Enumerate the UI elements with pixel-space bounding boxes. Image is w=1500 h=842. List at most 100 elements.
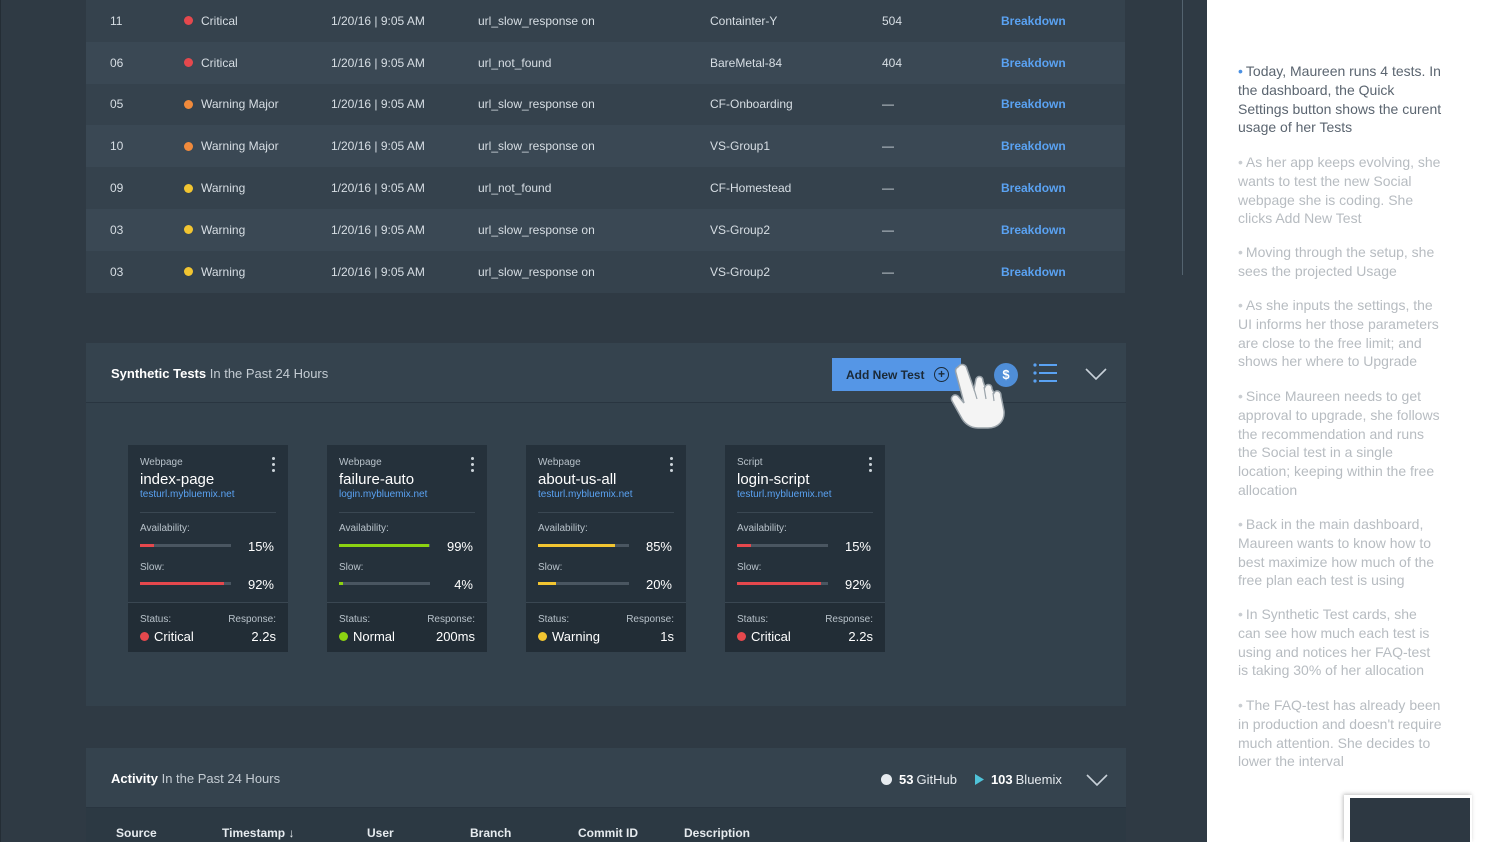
add-new-test-button[interactable]: Add New Test + [832, 358, 961, 391]
test-name: about-us-all [538, 471, 617, 488]
alert-id: 03 [110, 222, 124, 237]
table-row[interactable]: 10 Warning Major 1/20/16 | 9:05 AM url_slow… [86, 125, 1125, 168]
alert-host: VS-Group2 [710, 222, 771, 237]
breakdown-link[interactable]: Breakdown [1001, 222, 1066, 237]
breakdown-link[interactable]: Breakdown [1001, 181, 1066, 196]
alert-code: 404 [882, 55, 903, 70]
divider [737, 512, 873, 513]
kebab-menu-icon[interactable] [272, 457, 276, 475]
note: Since Maureen needs to get approval to u… [1238, 387, 1443, 500]
card-footer: Status: Response: Normal 200ms [327, 602, 487, 652]
slow-fill [339, 582, 343, 585]
alert-code: — [882, 97, 894, 112]
table-row[interactable]: 06 Critical 1/20/16 | 9:05 AM url_not_found… [86, 41, 1125, 84]
breakdown-link[interactable]: Breakdown [1001, 139, 1066, 154]
slow-fill [737, 582, 821, 585]
table-row[interactable]: 03 Warning 1/20/16 | 9:05 AM url_slow_respo… [86, 208, 1125, 251]
response-value: 1s [660, 629, 674, 644]
note: Back in the main dashboard, Maureen want… [1238, 515, 1443, 590]
alert-severity: Warning [184, 223, 245, 237]
status-value: Normal [339, 629, 395, 644]
test-name: index-page [140, 471, 215, 488]
kebab-menu-icon[interactable] [869, 457, 873, 475]
table-row[interactable]: 09 Warning 1/20/16 | 9:05 AM url_not_found C… [86, 167, 1125, 209]
test-type: Webpage [140, 457, 183, 468]
availability-value: 85% [645, 539, 672, 554]
availability-fill [339, 544, 430, 547]
slow-label: Slow: [140, 562, 165, 573]
availability-value: 99% [446, 539, 473, 554]
alerts-scrollbar[interactable] [1182, 0, 1183, 275]
test-url-link[interactable]: testurl.mybluemix.net [737, 489, 832, 500]
alert-timestamp: 1/20/16 | 9:05 AM [331, 222, 425, 237]
severity-label: Warning [201, 264, 246, 279]
test-card[interactable]: Script login-script testurl.mybluemix.net A… [725, 445, 885, 652]
test-card[interactable]: Webpage index-page testurl.mybluemix.net Av… [128, 445, 288, 652]
table-row[interactable]: 11 Critical 1/20/16 | 9:05 AM url_slow_resp… [86, 0, 1125, 42]
alert-host: VS-Group1 [710, 139, 771, 154]
slow-fill [140, 582, 224, 585]
alert-id: 05 [110, 97, 124, 112]
availability-bar [339, 544, 430, 547]
slide-thumbnail-preview [1350, 798, 1470, 842]
response-label: Response: [228, 614, 276, 625]
availability-label: Availability: [140, 523, 190, 534]
divider [140, 512, 276, 513]
breakdown-link[interactable]: Breakdown [1001, 264, 1066, 279]
availability-value: 15% [844, 539, 871, 554]
status-text: Normal [353, 629, 395, 644]
alert-test: url_slow_response on [478, 139, 595, 154]
breakdown-link[interactable]: Breakdown [1001, 55, 1066, 70]
slow-bar [140, 582, 231, 585]
section-title: Synthetic Tests In the Past 24 Hours [111, 366, 328, 381]
note: Moving through the setup, she sees the p… [1238, 243, 1443, 281]
github-label: GitHub [916, 772, 957, 787]
table-row[interactable]: 03 Warning 1/20/16 | 9:05 AM url_slow_respo… [86, 250, 1125, 293]
severity-label: Warning Major [201, 139, 279, 154]
alert-code: — [882, 264, 894, 279]
chevron-down-icon[interactable] [1085, 367, 1107, 381]
table-row[interactable]: 05 Warning Major 1/20/16 | 9:05 AM url_slow… [86, 83, 1125, 126]
column-header-commit-id[interactable]: Commit ID [578, 826, 638, 840]
status-text: Critical [154, 629, 194, 644]
alert-timestamp: 1/20/16 | 9:05 AM [331, 13, 425, 28]
column-header-branch[interactable]: Branch [470, 826, 512, 840]
chevron-down-icon[interactable] [1086, 773, 1108, 787]
kebab-menu-icon[interactable] [670, 457, 674, 475]
column-header-user[interactable]: User [367, 826, 394, 840]
status-text: Warning [552, 629, 600, 644]
severity-label: Critical [201, 13, 238, 28]
dollar-icon[interactable]: $ [994, 363, 1018, 387]
status-dot-icon [737, 632, 746, 641]
availability-value: 15% [247, 539, 274, 554]
test-card[interactable]: Webpage failure-auto login.mybluemix.net Av… [327, 445, 487, 652]
breakdown-link[interactable]: Breakdown [1001, 97, 1066, 112]
availability-bar [737, 544, 828, 547]
breakdown-link[interactable]: Breakdown [1001, 13, 1066, 28]
response-label: Response: [427, 614, 475, 625]
test-name: login-script [737, 471, 810, 488]
alert-test: url_slow_response on [478, 13, 595, 28]
alert-test: url_slow_response on [478, 222, 595, 237]
note: Today, Maureen runs 4 tests. In the dash… [1238, 62, 1443, 137]
column-header-timestamp[interactable]: Timestamp ↓ [222, 826, 295, 840]
test-card[interactable]: Webpage about-us-all testurl.mybluemix.net… [526, 445, 686, 652]
test-url-link[interactable]: login.mybluemix.net [339, 489, 428, 500]
test-url-link[interactable]: testurl.mybluemix.net [538, 489, 633, 500]
alert-code: — [882, 181, 894, 196]
slow-label: Slow: [538, 562, 563, 573]
severity-label: Warning Major [201, 97, 279, 112]
activity-title: Activity [111, 771, 158, 786]
card-footer: Status: Response: Critical 2.2s [128, 602, 288, 652]
test-url-link[interactable]: testurl.mybluemix.net [140, 489, 235, 500]
response-label: Response: [626, 614, 674, 625]
kebab-menu-icon[interactable] [471, 457, 475, 475]
slow-value: 92% [844, 577, 871, 592]
column-header-source[interactable]: Source [116, 826, 157, 840]
test-type: Webpage [538, 457, 581, 468]
list-icon[interactable] [1033, 363, 1057, 383]
alert-host: Containter-Y [710, 13, 778, 28]
alert-timestamp: 1/20/16 | 9:05 AM [331, 181, 425, 196]
column-header-description[interactable]: Description [684, 826, 751, 840]
status-label: Status: [737, 614, 769, 625]
